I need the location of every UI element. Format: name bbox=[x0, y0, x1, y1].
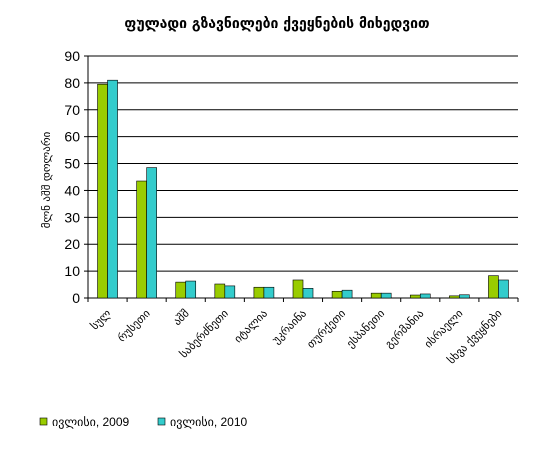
x-tick-label: გერმანია bbox=[382, 307, 426, 351]
x-tick-label: უკრაინა bbox=[270, 307, 310, 347]
y-tick-label: 80 bbox=[64, 75, 80, 91]
bar-2-7 bbox=[341, 289, 353, 299]
x-tick-label: აშშ bbox=[171, 307, 192, 328]
y-tick-label: 20 bbox=[64, 236, 80, 252]
x-tick-label: სულ bbox=[88, 307, 114, 333]
y-tick-label: 70 bbox=[64, 102, 80, 118]
bar-2-8 bbox=[380, 292, 392, 299]
bar-2-1 bbox=[107, 79, 118, 299]
y-tick-label: 90 bbox=[64, 48, 80, 64]
x-tick-label: რუსეთი bbox=[115, 307, 153, 345]
bar-1-11 bbox=[488, 275, 499, 299]
y-axis: 0 10 20 30 40 50 60 70 80 90 bbox=[64, 48, 518, 306]
bar-1-8 bbox=[370, 292, 382, 299]
legend-swatch-1 bbox=[39, 417, 48, 426]
bar-2-9 bbox=[419, 293, 431, 299]
bar-1-5 bbox=[253, 286, 265, 299]
legend: ივლისი, 2009 ივლისი, 2010 bbox=[39, 415, 248, 429]
y-tick-label: 0 bbox=[72, 290, 80, 306]
x-tick-label: ესპანეთი bbox=[344, 307, 388, 351]
bar-2-10 bbox=[459, 294, 470, 299]
bar-1-10 bbox=[449, 295, 460, 299]
bar-1-1 bbox=[97, 83, 108, 299]
x-tick-label: იტალია bbox=[232, 307, 271, 346]
y-tick-label: 30 bbox=[64, 209, 80, 225]
bar-2-6 bbox=[302, 288, 314, 299]
bar-1-9 bbox=[409, 294, 421, 299]
bar-1-2 bbox=[136, 180, 147, 299]
chart-title: ფულადი გზავნილები ქვეყნების მიხედვით bbox=[124, 16, 429, 32]
x-tick-label: თურქეთი bbox=[304, 307, 348, 351]
y-tick-label: 40 bbox=[64, 182, 80, 198]
bar-2-3 bbox=[185, 280, 197, 299]
legend-swatch-2 bbox=[157, 417, 166, 426]
legend-label-2: ივლისი, 2010 bbox=[170, 415, 248, 429]
bar-1-6 bbox=[292, 279, 304, 299]
y-axis-label: მლნ აშშ დოლარი bbox=[40, 131, 53, 228]
bar-2-5 bbox=[263, 286, 275, 299]
gridlines bbox=[88, 55, 518, 272]
legend-label-1: ივლისი, 2009 bbox=[52, 415, 130, 429]
bar-2-2 bbox=[146, 167, 157, 299]
bar-1-3 bbox=[175, 281, 187, 299]
y-tick-label: 60 bbox=[64, 129, 80, 145]
bar-1-4 bbox=[214, 283, 226, 299]
y-tick-label: 10 bbox=[64, 263, 80, 279]
y-tick-label: 50 bbox=[64, 156, 80, 172]
bar-2-11 bbox=[498, 279, 509, 299]
bars bbox=[97, 79, 509, 299]
bar-2-4 bbox=[224, 285, 236, 299]
bar-1-7 bbox=[331, 290, 343, 299]
